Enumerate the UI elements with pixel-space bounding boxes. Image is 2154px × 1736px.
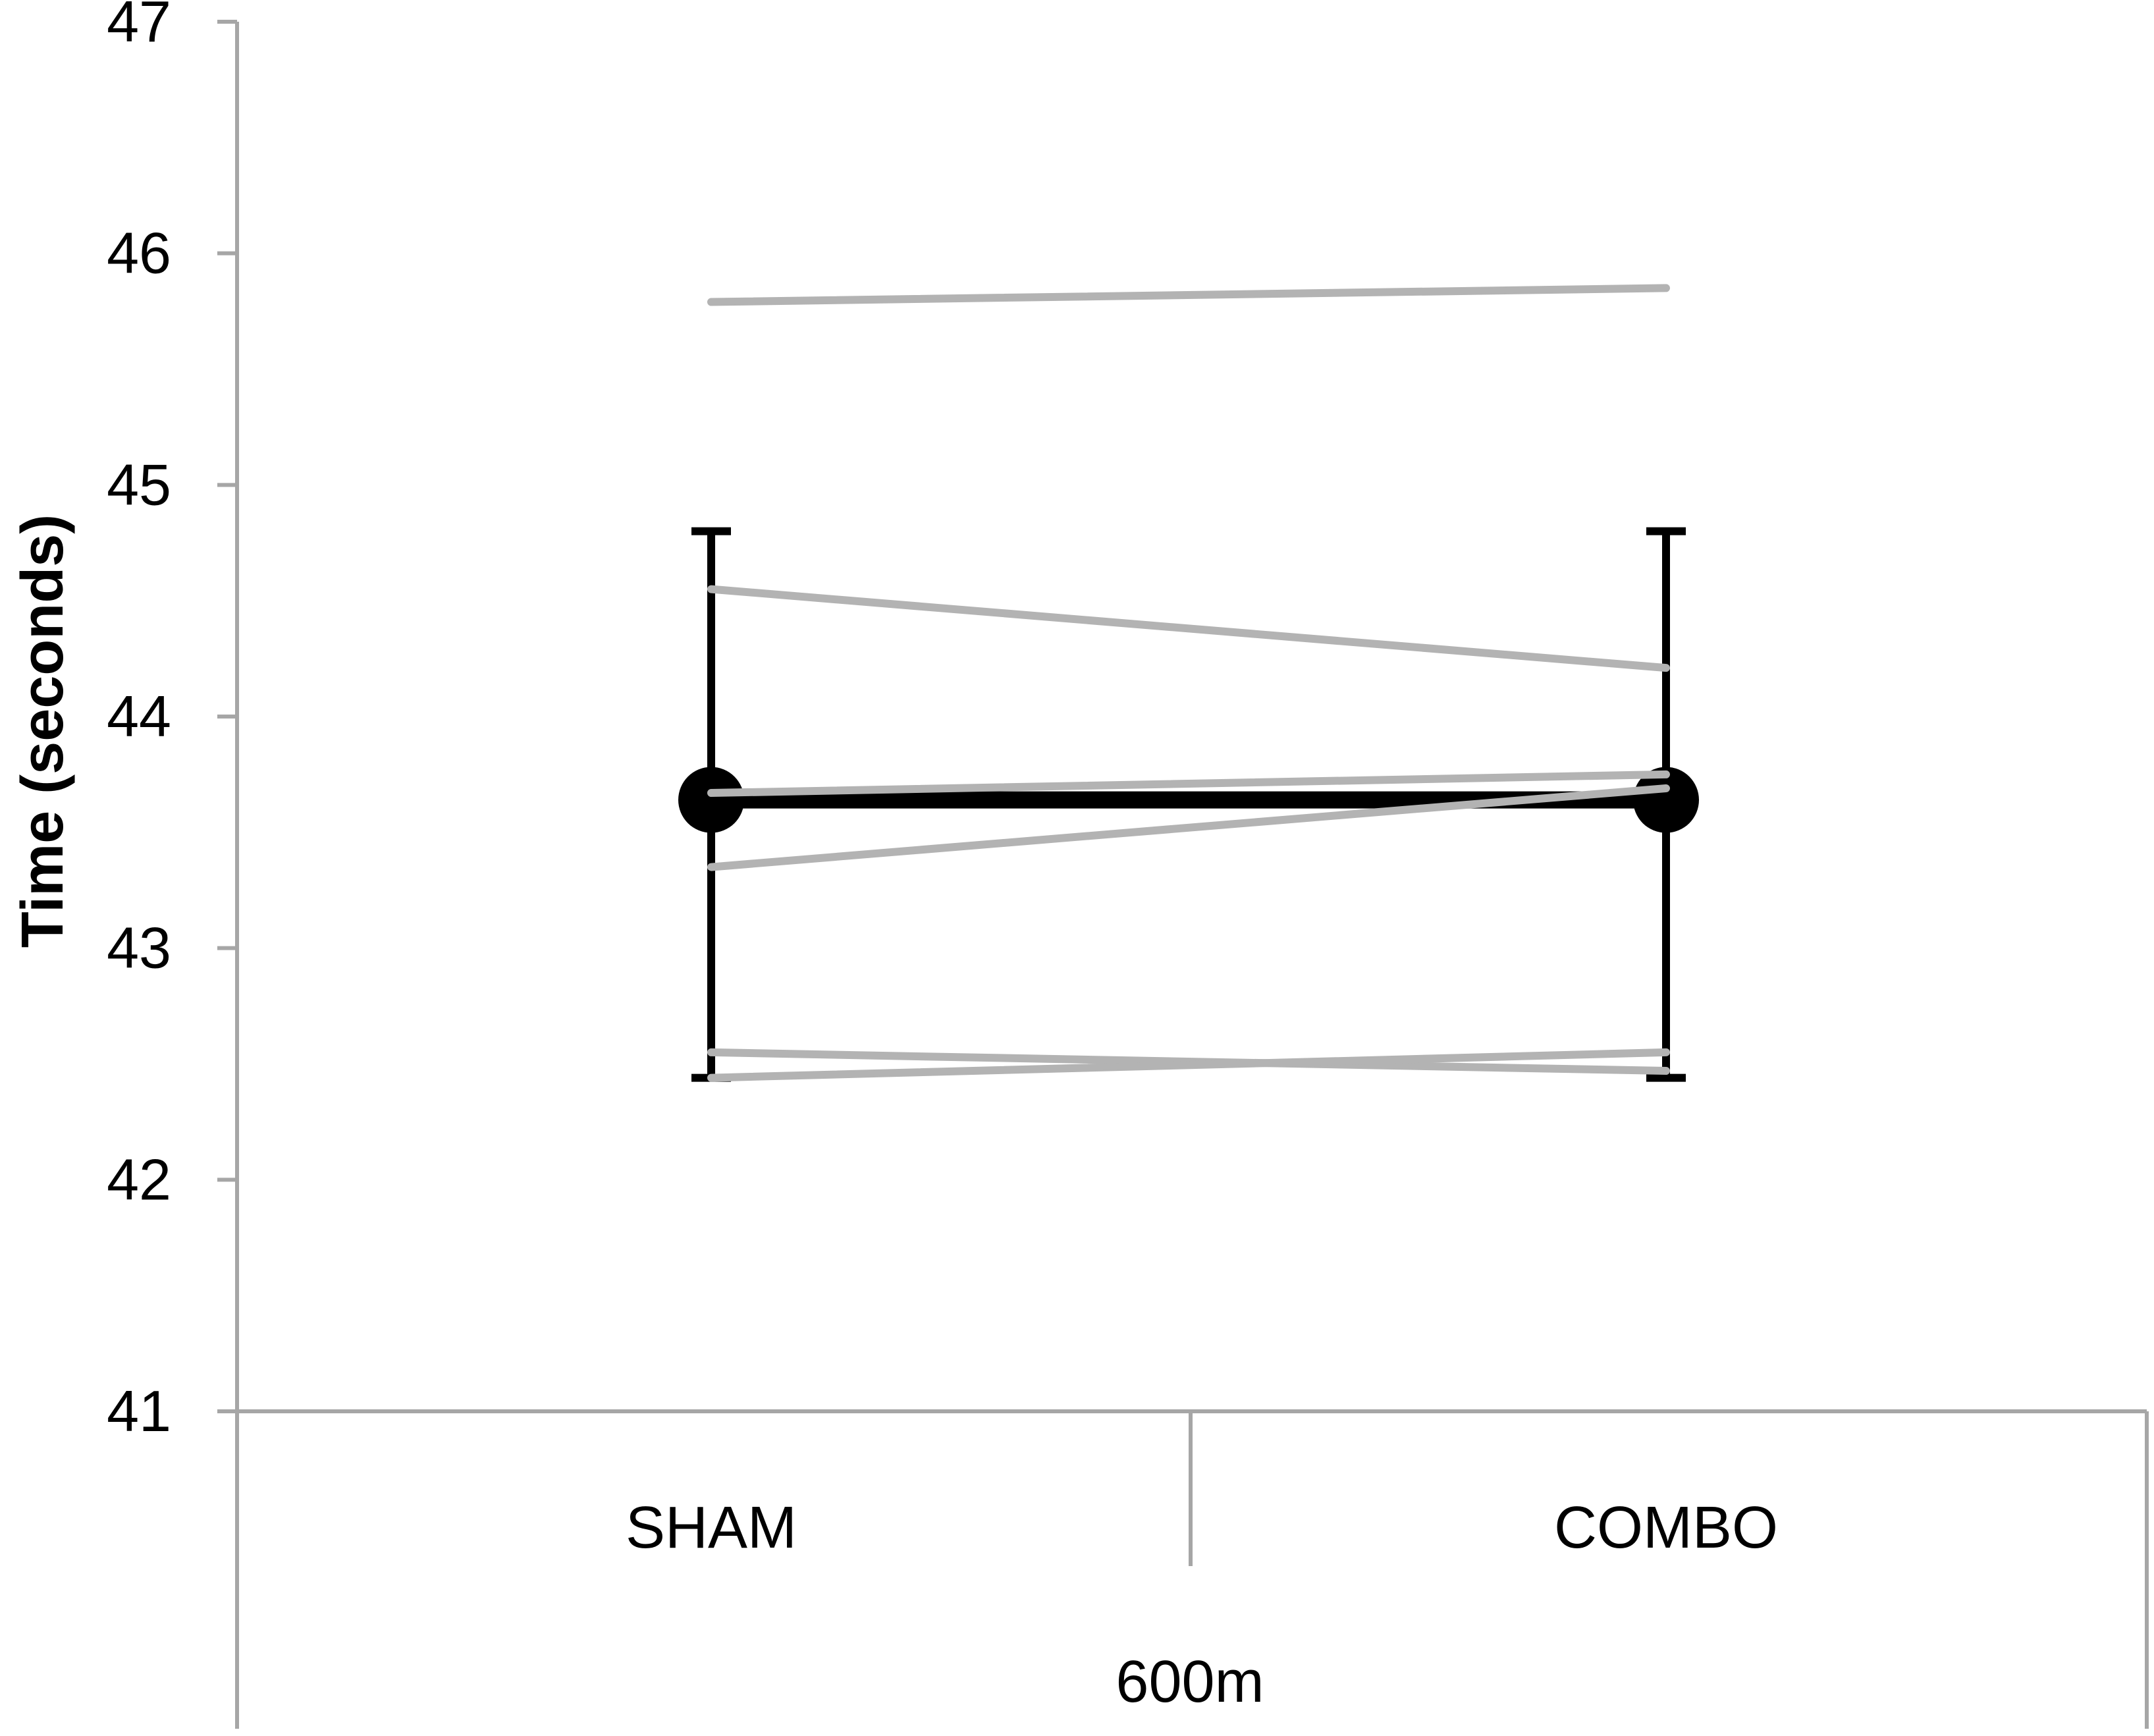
y-tick-label: 47 bbox=[107, 0, 171, 54]
individual-line bbox=[707, 284, 1670, 306]
individual-line bbox=[707, 784, 1670, 871]
individual-line bbox=[707, 585, 1670, 672]
x-axis-title: 600m bbox=[1116, 1649, 1264, 1715]
y-tick-label: 45 bbox=[107, 452, 171, 517]
y-tick-label: 44 bbox=[107, 684, 171, 749]
mean-marker bbox=[678, 767, 744, 833]
y-tick-label: 41 bbox=[107, 1378, 171, 1444]
individual-series bbox=[707, 284, 1670, 1082]
y-tick-label: 46 bbox=[107, 221, 171, 286]
individual-line bbox=[707, 770, 1670, 798]
mean-series bbox=[678, 527, 1699, 1082]
labels: Time (seconds) 600m 41 42 43 44 45 46 47 SHAM CO… bbox=[10, 0, 1778, 1715]
individual-line bbox=[707, 1048, 1670, 1082]
y-axis-title: Time (seconds) bbox=[10, 514, 76, 948]
y-tick-label: 43 bbox=[107, 915, 171, 981]
x-category-label: SHAM bbox=[626, 1495, 797, 1561]
axes bbox=[217, 20, 2149, 1729]
mean-marker bbox=[1633, 767, 1699, 833]
x-category-label: COMBO bbox=[1554, 1495, 1778, 1561]
y-tick-label: 42 bbox=[107, 1147, 171, 1212]
